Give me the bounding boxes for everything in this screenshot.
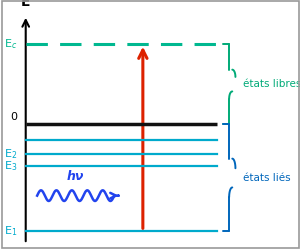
- Text: E$_1$: E$_1$: [4, 224, 17, 238]
- Text: états libres: états libres: [243, 79, 300, 89]
- Text: E$_c$: E$_c$: [4, 37, 17, 51]
- Text: hν: hν: [67, 170, 84, 183]
- Text: 0: 0: [10, 112, 17, 122]
- Text: états liés: états liés: [243, 173, 291, 183]
- Text: E$_3$: E$_3$: [4, 159, 17, 173]
- Text: E: E: [21, 0, 31, 9]
- Text: E$_2$: E$_2$: [4, 147, 17, 161]
